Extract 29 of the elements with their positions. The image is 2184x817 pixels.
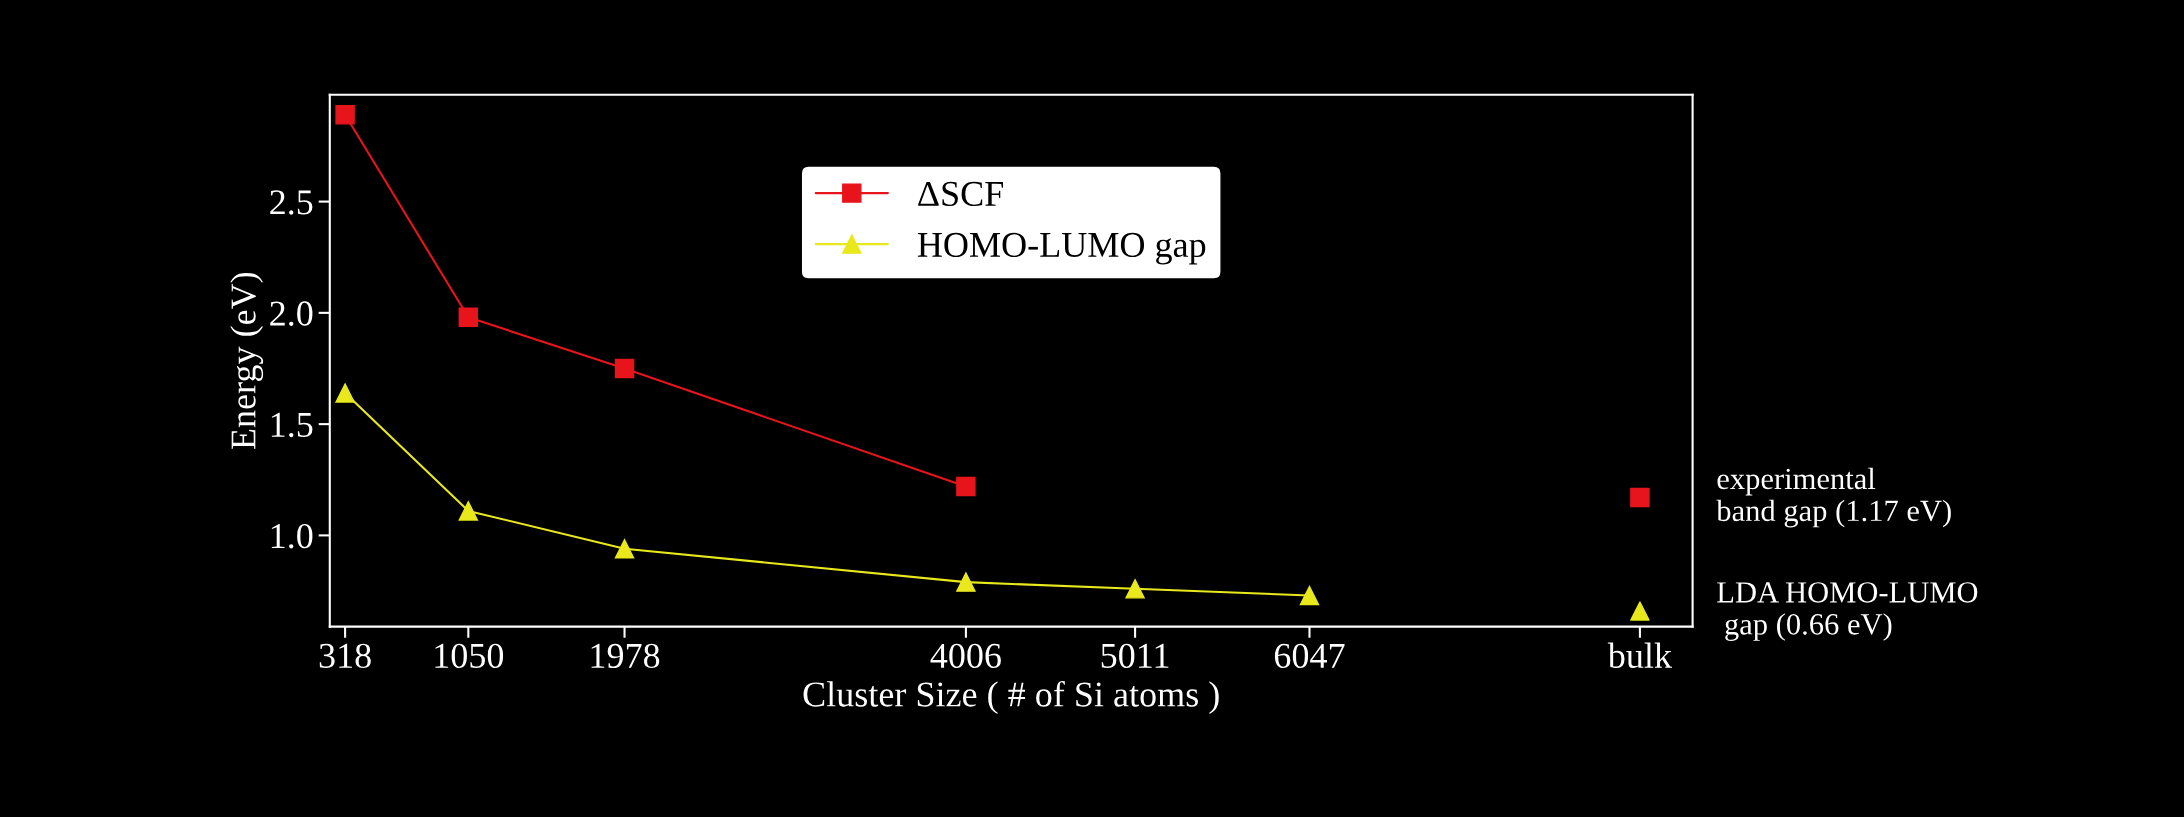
point xyxy=(335,383,355,403)
legend-label: HOMO-LUMO gap xyxy=(917,232,1206,265)
point xyxy=(458,501,479,521)
point xyxy=(1630,487,1650,508)
x-tick-label: 4006 xyxy=(930,643,1001,669)
x-tick-label: bulk xyxy=(1607,642,1673,669)
y-tick-label: 1.5 xyxy=(271,412,313,438)
x-axis-title: Cluster Size ( # of Si atoms ) xyxy=(803,680,1219,715)
point xyxy=(335,105,355,125)
point xyxy=(1125,579,1145,599)
legend-label: ΔSCF xyxy=(918,181,1003,207)
x-tick-label: 6047 xyxy=(1274,643,1345,669)
point xyxy=(614,539,635,559)
point xyxy=(614,358,635,379)
y-tick-label: 1.0 xyxy=(271,523,313,549)
point xyxy=(1630,601,1650,621)
y-axis-title: Energy (eV) xyxy=(230,272,264,450)
point xyxy=(1299,585,1320,606)
y-tick-label: 2.0 xyxy=(270,301,313,326)
x-tick-label: 1978 xyxy=(591,643,660,669)
point xyxy=(956,476,976,497)
point xyxy=(458,307,479,328)
x-tick-label: 1050 xyxy=(435,643,504,669)
y-tick-label: 2.5 xyxy=(270,190,313,215)
annotation: experimental band gap (1.17 eV) xyxy=(1716,467,1951,528)
x-tick-label: 5011 xyxy=(1101,643,1169,669)
point xyxy=(956,572,976,592)
x-tick-label: 318 xyxy=(319,643,371,669)
annotation: LDA HOMO-LUMO gap (0.66 eV) xyxy=(1717,582,1978,641)
